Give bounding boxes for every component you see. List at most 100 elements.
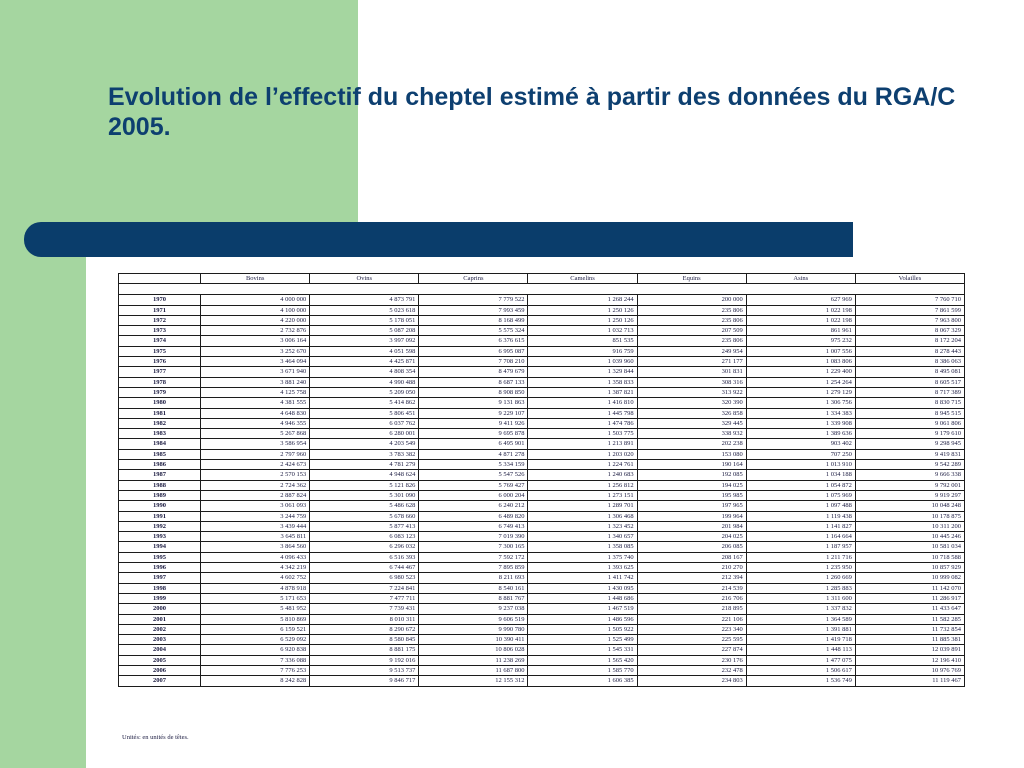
value-cell: 235 806 xyxy=(636,304,747,316)
year-cell: 2004 xyxy=(117,644,202,656)
value-cell: 8 211 693 xyxy=(418,572,529,584)
column-header: Camelins xyxy=(527,272,638,285)
table-row: 1999 5 171 653 7 477 711 8 881 767 1 448 686… xyxy=(117,592,966,605)
value-cell: 1 503 775 xyxy=(527,428,638,440)
table-row: 2004 6 920 838 8 881 175 10 806 028 1 545 33… xyxy=(117,644,966,656)
value-cell: 1 054 872 xyxy=(745,479,856,491)
value-cell: 5 877 413 xyxy=(309,520,420,533)
value-cell: 2 887 824 xyxy=(200,489,311,502)
year-cell: 2003 xyxy=(117,634,202,646)
value-cell: 9 513 737 xyxy=(309,664,420,677)
value-cell: 5 209 050 xyxy=(309,386,420,399)
year-cell: 2001 xyxy=(117,613,202,625)
value-cell: 8 278 443 xyxy=(854,345,966,358)
value-cell: 8 580 845 xyxy=(309,634,420,646)
value-cell: 11 142 070 xyxy=(854,582,966,594)
value-cell: 4 602 752 xyxy=(200,572,311,584)
value-cell: 8 067 329 xyxy=(854,325,966,337)
table-row: 2000 5 481 952 7 739 431 9 237 038 1 467 519… xyxy=(117,603,966,615)
value-cell: 1 260 669 xyxy=(745,572,856,584)
value-cell: 5 769 427 xyxy=(418,479,529,491)
table-row: 2001 5 810 869 8 010 311 9 606 519 1 486 596… xyxy=(117,613,966,625)
value-cell: 326 858 xyxy=(636,407,747,419)
header-year-cell xyxy=(117,272,202,285)
table-row: 1974 3 006 164 3 997 092 6 376 615 851 535 23… xyxy=(117,335,966,347)
value-cell: 1 007 556 xyxy=(745,345,856,358)
year-cell: 1991 xyxy=(117,510,202,522)
livestock-table: Bovins Ovins Caprins Camelins Equins Asi… xyxy=(117,272,966,687)
value-cell: 1 329 844 xyxy=(527,366,638,378)
column-header: Bovins xyxy=(200,272,311,285)
value-cell: 8 290 672 xyxy=(309,623,420,636)
value-cell: 9 298 945 xyxy=(854,438,966,450)
year-cell: 1977 xyxy=(117,366,202,378)
value-cell: 916 759 xyxy=(527,345,638,358)
value-cell: 214 539 xyxy=(636,582,747,594)
value-cell: 6 296 032 xyxy=(309,541,420,553)
table-row: 1985 2 797 960 3 783 382 4 871 278 1 203 020… xyxy=(117,448,966,461)
value-cell: 903 402 xyxy=(745,438,856,450)
year-cell: 2000 xyxy=(117,603,202,615)
value-cell: 1 034 188 xyxy=(745,469,856,481)
value-cell: 225 595 xyxy=(636,634,747,646)
value-cell: 153 080 xyxy=(636,448,747,461)
table-row: 1971 4 100 000 5 023 618 7 993 459 1 250 126… xyxy=(117,304,966,316)
value-cell: 1 334 383 xyxy=(745,407,856,419)
year-cell: 2002 xyxy=(117,623,202,636)
value-cell: 194 025 xyxy=(636,479,747,491)
value-cell: 212 394 xyxy=(636,572,747,584)
value-cell: 1 416 810 xyxy=(527,397,638,409)
table-row: 1973 2 732 876 5 087 208 5 575 324 1 032 713… xyxy=(117,325,966,337)
value-cell: 8 242 828 xyxy=(200,675,311,687)
value-cell: 4 781 279 xyxy=(309,459,420,471)
value-cell: 975 232 xyxy=(745,335,856,347)
value-cell: 1 203 020 xyxy=(527,448,638,461)
value-cell: 5 486 628 xyxy=(309,500,420,512)
table-row: 1993 3 645 811 6 083 123 7 019 390 1 340 657… xyxy=(117,531,966,543)
value-cell: 195 985 xyxy=(636,489,747,502)
table-row: 1972 4 220 000 5 178 051 8 168 499 1 250 126… xyxy=(117,314,966,327)
table-row: 1997 4 602 752 6 980 523 8 211 693 1 411 742… xyxy=(117,572,966,584)
value-cell: 9 179 610 xyxy=(854,428,966,440)
value-cell: 1 022 198 xyxy=(745,304,856,316)
value-cell: 207 509 xyxy=(636,325,747,337)
value-cell: 11 582 285 xyxy=(854,613,966,625)
value-cell: 861 961 xyxy=(745,325,856,337)
year-cell: 1999 xyxy=(117,592,202,605)
value-cell: 10 581 034 xyxy=(854,541,966,553)
value-cell: 1 340 657 xyxy=(527,531,638,543)
value-cell: 1 474 786 xyxy=(527,417,638,430)
value-cell: 1 389 636 xyxy=(745,428,856,440)
year-cell: 1979 xyxy=(117,386,202,399)
year-cell: 1975 xyxy=(117,345,202,358)
year-cell: 1972 xyxy=(117,314,202,327)
value-cell: 8 717 389 xyxy=(854,386,966,399)
value-cell: 1 411 742 xyxy=(527,572,638,584)
value-cell: 11 286 917 xyxy=(854,592,966,605)
value-cell: 9 411 926 xyxy=(418,417,529,430)
table-row: 2002 6 159 521 8 290 672 9 990 780 1 505 922… xyxy=(117,623,966,636)
year-cell: 1993 xyxy=(117,531,202,543)
value-cell: 4 381 555 xyxy=(200,397,311,409)
value-cell: 1 224 761 xyxy=(527,459,638,471)
value-cell: 1 505 922 xyxy=(527,623,638,636)
value-cell: 1 358 833 xyxy=(527,376,638,388)
value-cell: 338 932 xyxy=(636,428,747,440)
table-row: 2006 7 776 253 9 513 737 11 687 800 1 585 77… xyxy=(117,664,966,677)
spacer-cell xyxy=(118,283,965,296)
value-cell: 6 980 523 xyxy=(309,572,420,584)
value-cell: 5 806 451 xyxy=(309,407,420,419)
value-cell: 4 220 000 xyxy=(200,314,311,327)
value-cell: 1 235 950 xyxy=(745,562,856,574)
table-row: 1989 2 887 824 5 301 090 6 000 204 1 273 151… xyxy=(117,489,966,502)
year-cell: 2006 xyxy=(117,664,202,677)
year-cell: 1995 xyxy=(117,551,202,564)
value-cell: 6 744 467 xyxy=(309,562,420,574)
value-cell: 2 424 673 xyxy=(200,459,311,471)
value-cell: 3 881 240 xyxy=(200,376,311,388)
value-cell: 1 323 452 xyxy=(527,520,638,533)
value-cell: 216 706 xyxy=(636,592,747,605)
value-cell: 9 695 878 xyxy=(418,428,529,440)
value-cell: 6 920 838 xyxy=(200,644,311,656)
value-cell: 8 881 767 xyxy=(418,592,529,605)
